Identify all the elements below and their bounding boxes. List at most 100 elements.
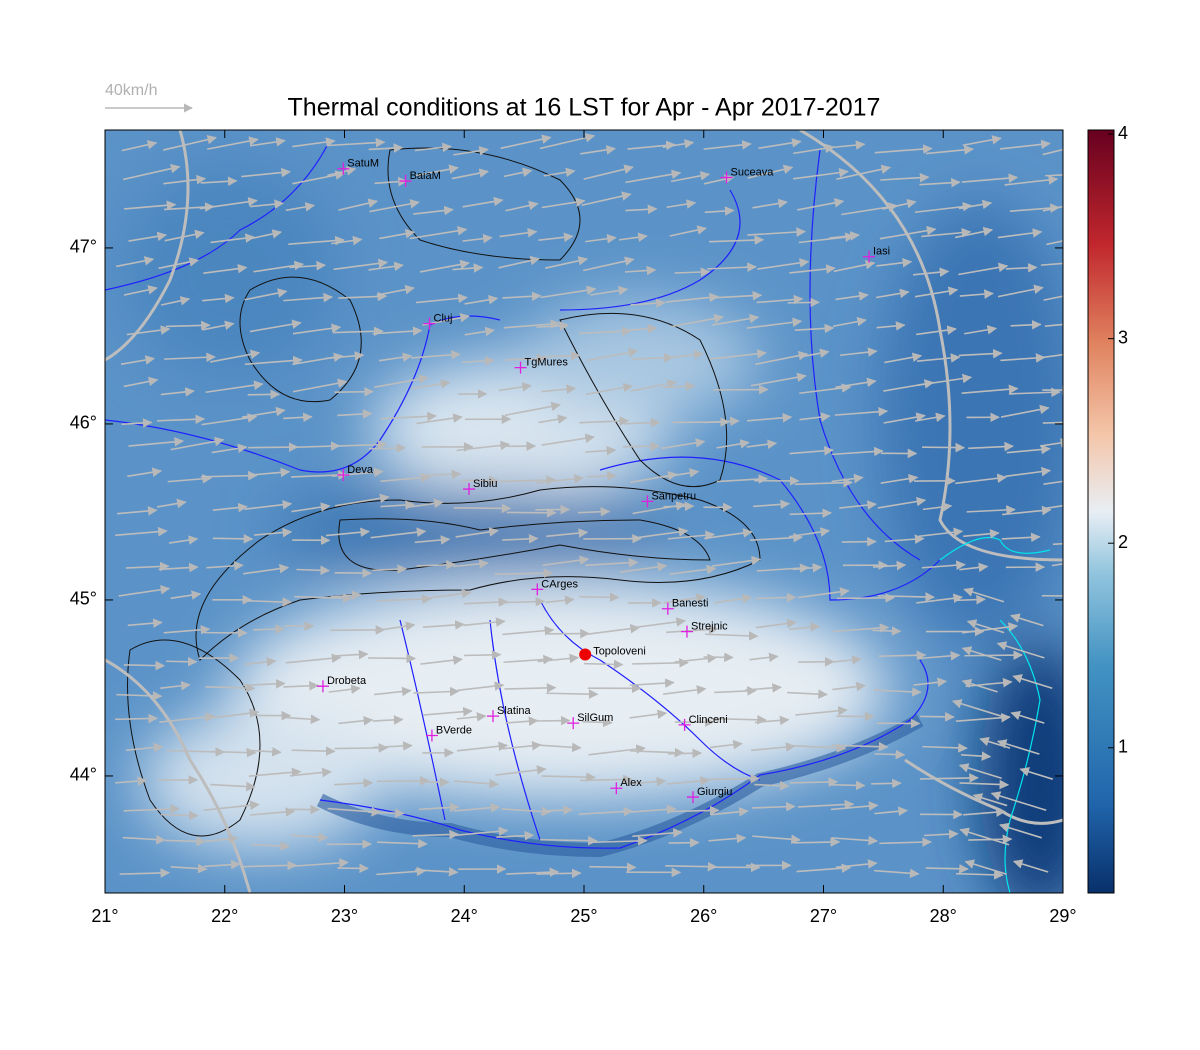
wind-arrow bbox=[411, 379, 451, 390]
wind-arrow bbox=[211, 747, 257, 758]
wind-arrow bbox=[170, 436, 225, 451]
wind-arrow bbox=[333, 258, 389, 271]
wind-arrow bbox=[703, 652, 734, 663]
city: Sanpetru bbox=[641, 490, 696, 508]
wind-arrow bbox=[368, 653, 417, 664]
city-label: BaiaM bbox=[410, 170, 441, 182]
wind-arrow bbox=[710, 290, 763, 301]
wind-arrow bbox=[422, 620, 465, 630]
wind-arrow bbox=[331, 235, 363, 246]
wind-arrow bbox=[884, 534, 925, 544]
wind-arrow bbox=[788, 527, 831, 538]
wind-arrow bbox=[839, 500, 877, 510]
wind-arrow bbox=[578, 326, 632, 337]
city: Alex bbox=[610, 777, 642, 795]
wind-arrow bbox=[115, 776, 148, 786]
wind-arrow bbox=[999, 822, 1042, 839]
wind-arrow bbox=[241, 860, 298, 871]
wind-arrow bbox=[587, 471, 617, 481]
wind-arrow bbox=[835, 377, 877, 389]
wind-arrow bbox=[542, 555, 590, 567]
wind-arrow bbox=[703, 140, 752, 150]
wind-arrow bbox=[498, 382, 532, 392]
wind-arrow bbox=[836, 164, 892, 180]
wind-arrow bbox=[1042, 421, 1063, 424]
wind-arrow bbox=[956, 870, 1004, 880]
wind-arrow bbox=[746, 412, 793, 423]
wind-arrow bbox=[958, 348, 1003, 359]
wind-arrow bbox=[968, 441, 1014, 452]
wind-arrow bbox=[662, 381, 696, 391]
wind-arrow bbox=[536, 474, 584, 484]
wind-arrow bbox=[961, 646, 1002, 661]
wind-arrow bbox=[630, 379, 677, 392]
wind-arrow bbox=[539, 742, 582, 753]
colorbar bbox=[1087, 129, 1115, 894]
wind-arrow bbox=[377, 838, 428, 849]
city: BaiaM bbox=[399, 170, 441, 188]
wind-arrow bbox=[630, 298, 666, 309]
wind-arrow bbox=[504, 683, 557, 693]
x-tick-label: 26° bbox=[690, 906, 717, 926]
wind-arrow bbox=[963, 587, 1005, 603]
wind-arrow bbox=[835, 859, 878, 869]
wind-arrow bbox=[374, 621, 416, 632]
wind-arrow bbox=[413, 205, 454, 216]
city-marker bbox=[486, 710, 499, 723]
wind-arrow bbox=[248, 442, 299, 452]
city: Cluj bbox=[423, 313, 452, 330]
wind-arrow bbox=[795, 705, 848, 716]
wind-arrow bbox=[966, 619, 1005, 634]
wind-arrow bbox=[921, 227, 972, 238]
wind-arrow bbox=[583, 256, 635, 272]
wind-arrow bbox=[632, 658, 689, 668]
wind-arrow bbox=[921, 560, 966, 570]
wind-arrow bbox=[629, 678, 675, 688]
wind-arrow bbox=[919, 177, 961, 188]
wind-arrow bbox=[543, 167, 576, 177]
wind-arrow bbox=[415, 866, 459, 877]
wind-arrow bbox=[878, 650, 927, 661]
wind-arrow bbox=[712, 313, 760, 326]
wind-arrow bbox=[121, 140, 158, 152]
wind-arrow bbox=[962, 135, 1002, 147]
wind-arrow bbox=[503, 654, 553, 665]
city-marker bbox=[678, 718, 691, 731]
wind-arrow bbox=[334, 778, 374, 788]
city-label: SatuM bbox=[347, 158, 379, 170]
wind-arrow bbox=[959, 289, 994, 299]
wind-arrow bbox=[1019, 767, 1054, 780]
wind-arrow bbox=[378, 352, 413, 362]
wind-arrow bbox=[1000, 353, 1046, 363]
wind-arrow bbox=[160, 680, 191, 691]
city: TgMures bbox=[514, 357, 568, 374]
wind-arrow bbox=[916, 353, 961, 363]
wind-arrow bbox=[925, 863, 969, 874]
wind-arrow bbox=[211, 443, 248, 454]
wind-arrow bbox=[452, 263, 484, 273]
city-label: Drobeta bbox=[327, 675, 367, 687]
wind-arrow bbox=[666, 776, 711, 786]
wind-arrow bbox=[703, 174, 735, 185]
wind-arrow bbox=[959, 779, 1010, 790]
wind-arrow bbox=[203, 263, 248, 274]
wind-arrow bbox=[709, 235, 765, 245]
city-marker bbox=[567, 717, 580, 730]
wind-arrow bbox=[874, 144, 933, 154]
city-marker bbox=[423, 317, 436, 330]
wind-arrow bbox=[880, 172, 930, 183]
wind-arrow bbox=[496, 830, 535, 841]
wind-arrow bbox=[666, 199, 697, 209]
wind-arrow bbox=[243, 679, 286, 689]
wind-arrow bbox=[249, 229, 283, 240]
wind-arrow bbox=[1043, 295, 1063, 301]
wind-arrow bbox=[753, 499, 791, 510]
wind-arrow bbox=[668, 837, 700, 848]
wind-arrow bbox=[632, 828, 683, 838]
wind-arrow bbox=[328, 684, 361, 694]
wind-arrow bbox=[540, 835, 598, 846]
wind-arrow bbox=[157, 414, 206, 425]
wind-arrow bbox=[415, 293, 468, 304]
wind-arrow bbox=[330, 590, 362, 601]
wind-arrow bbox=[710, 714, 767, 725]
